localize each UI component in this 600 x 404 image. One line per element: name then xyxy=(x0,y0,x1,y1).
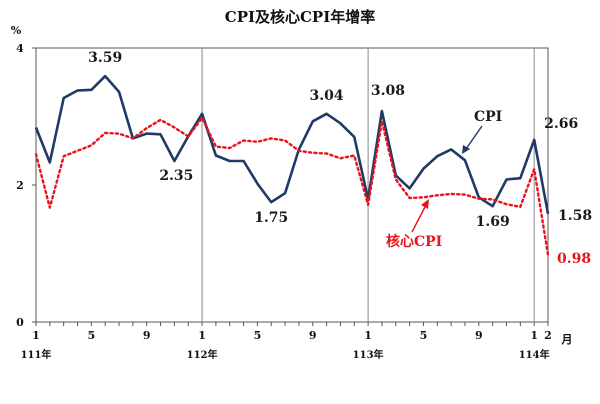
x-tick-label: 1 xyxy=(364,329,372,342)
x-tick-label: 9 xyxy=(309,329,317,342)
y-tick-label: 0 xyxy=(16,316,24,329)
x-tick-label: 9 xyxy=(475,329,483,342)
x-tick-label: 1 xyxy=(198,329,206,342)
cpi-series-name: CPI xyxy=(474,109,502,125)
cpi-data-label: 3.04 xyxy=(310,88,344,104)
x-tick-label: 5 xyxy=(254,329,262,342)
cpi-data-label: 3.59 xyxy=(88,50,122,66)
y-tick-label: 2 xyxy=(16,179,24,192)
x-tick-label: 2 xyxy=(544,329,552,342)
cpi-data-label: 1.75 xyxy=(254,210,288,226)
year-label: 114年 xyxy=(519,348,550,361)
x-tick-label: 1 xyxy=(530,329,538,342)
cpi-data-label: 3.08 xyxy=(371,83,405,99)
year-label: 112年 xyxy=(187,348,218,361)
x-tick-label: 5 xyxy=(420,329,428,342)
plot-frame xyxy=(35,47,549,323)
core-cpi-callout-arrowhead xyxy=(421,199,429,209)
x-axis-unit: 月 xyxy=(561,333,573,346)
core-cpi-series-line xyxy=(34,116,550,257)
cpi-data-label: 2.66 xyxy=(544,116,578,132)
core-cpi-series-name: 核心CPI xyxy=(386,233,442,250)
year-label: 113年 xyxy=(353,348,384,361)
x-tick-label: 5 xyxy=(88,329,96,342)
year-label: 111年 xyxy=(21,348,52,361)
x-tick-label: 9 xyxy=(143,329,151,342)
core-cpi-callout-arrow xyxy=(411,204,427,233)
x-tick-label: 1 xyxy=(32,329,40,342)
y-axis-unit: % xyxy=(11,24,22,37)
cpi-callout-arrow xyxy=(465,125,483,150)
cpi-series-line xyxy=(34,74,550,215)
cpi-data-label: 1.58 xyxy=(558,208,592,224)
cpi-data-label: 2.35 xyxy=(159,168,193,184)
core-cpi-data-label: 0.98 xyxy=(557,251,591,267)
y-tick-label: 4 xyxy=(16,42,24,55)
cpi-data-label: 1.69 xyxy=(476,214,510,230)
cpi-callout-arrowhead xyxy=(462,145,470,154)
chart-title: CPI及核心CPI年增率 xyxy=(225,8,375,26)
